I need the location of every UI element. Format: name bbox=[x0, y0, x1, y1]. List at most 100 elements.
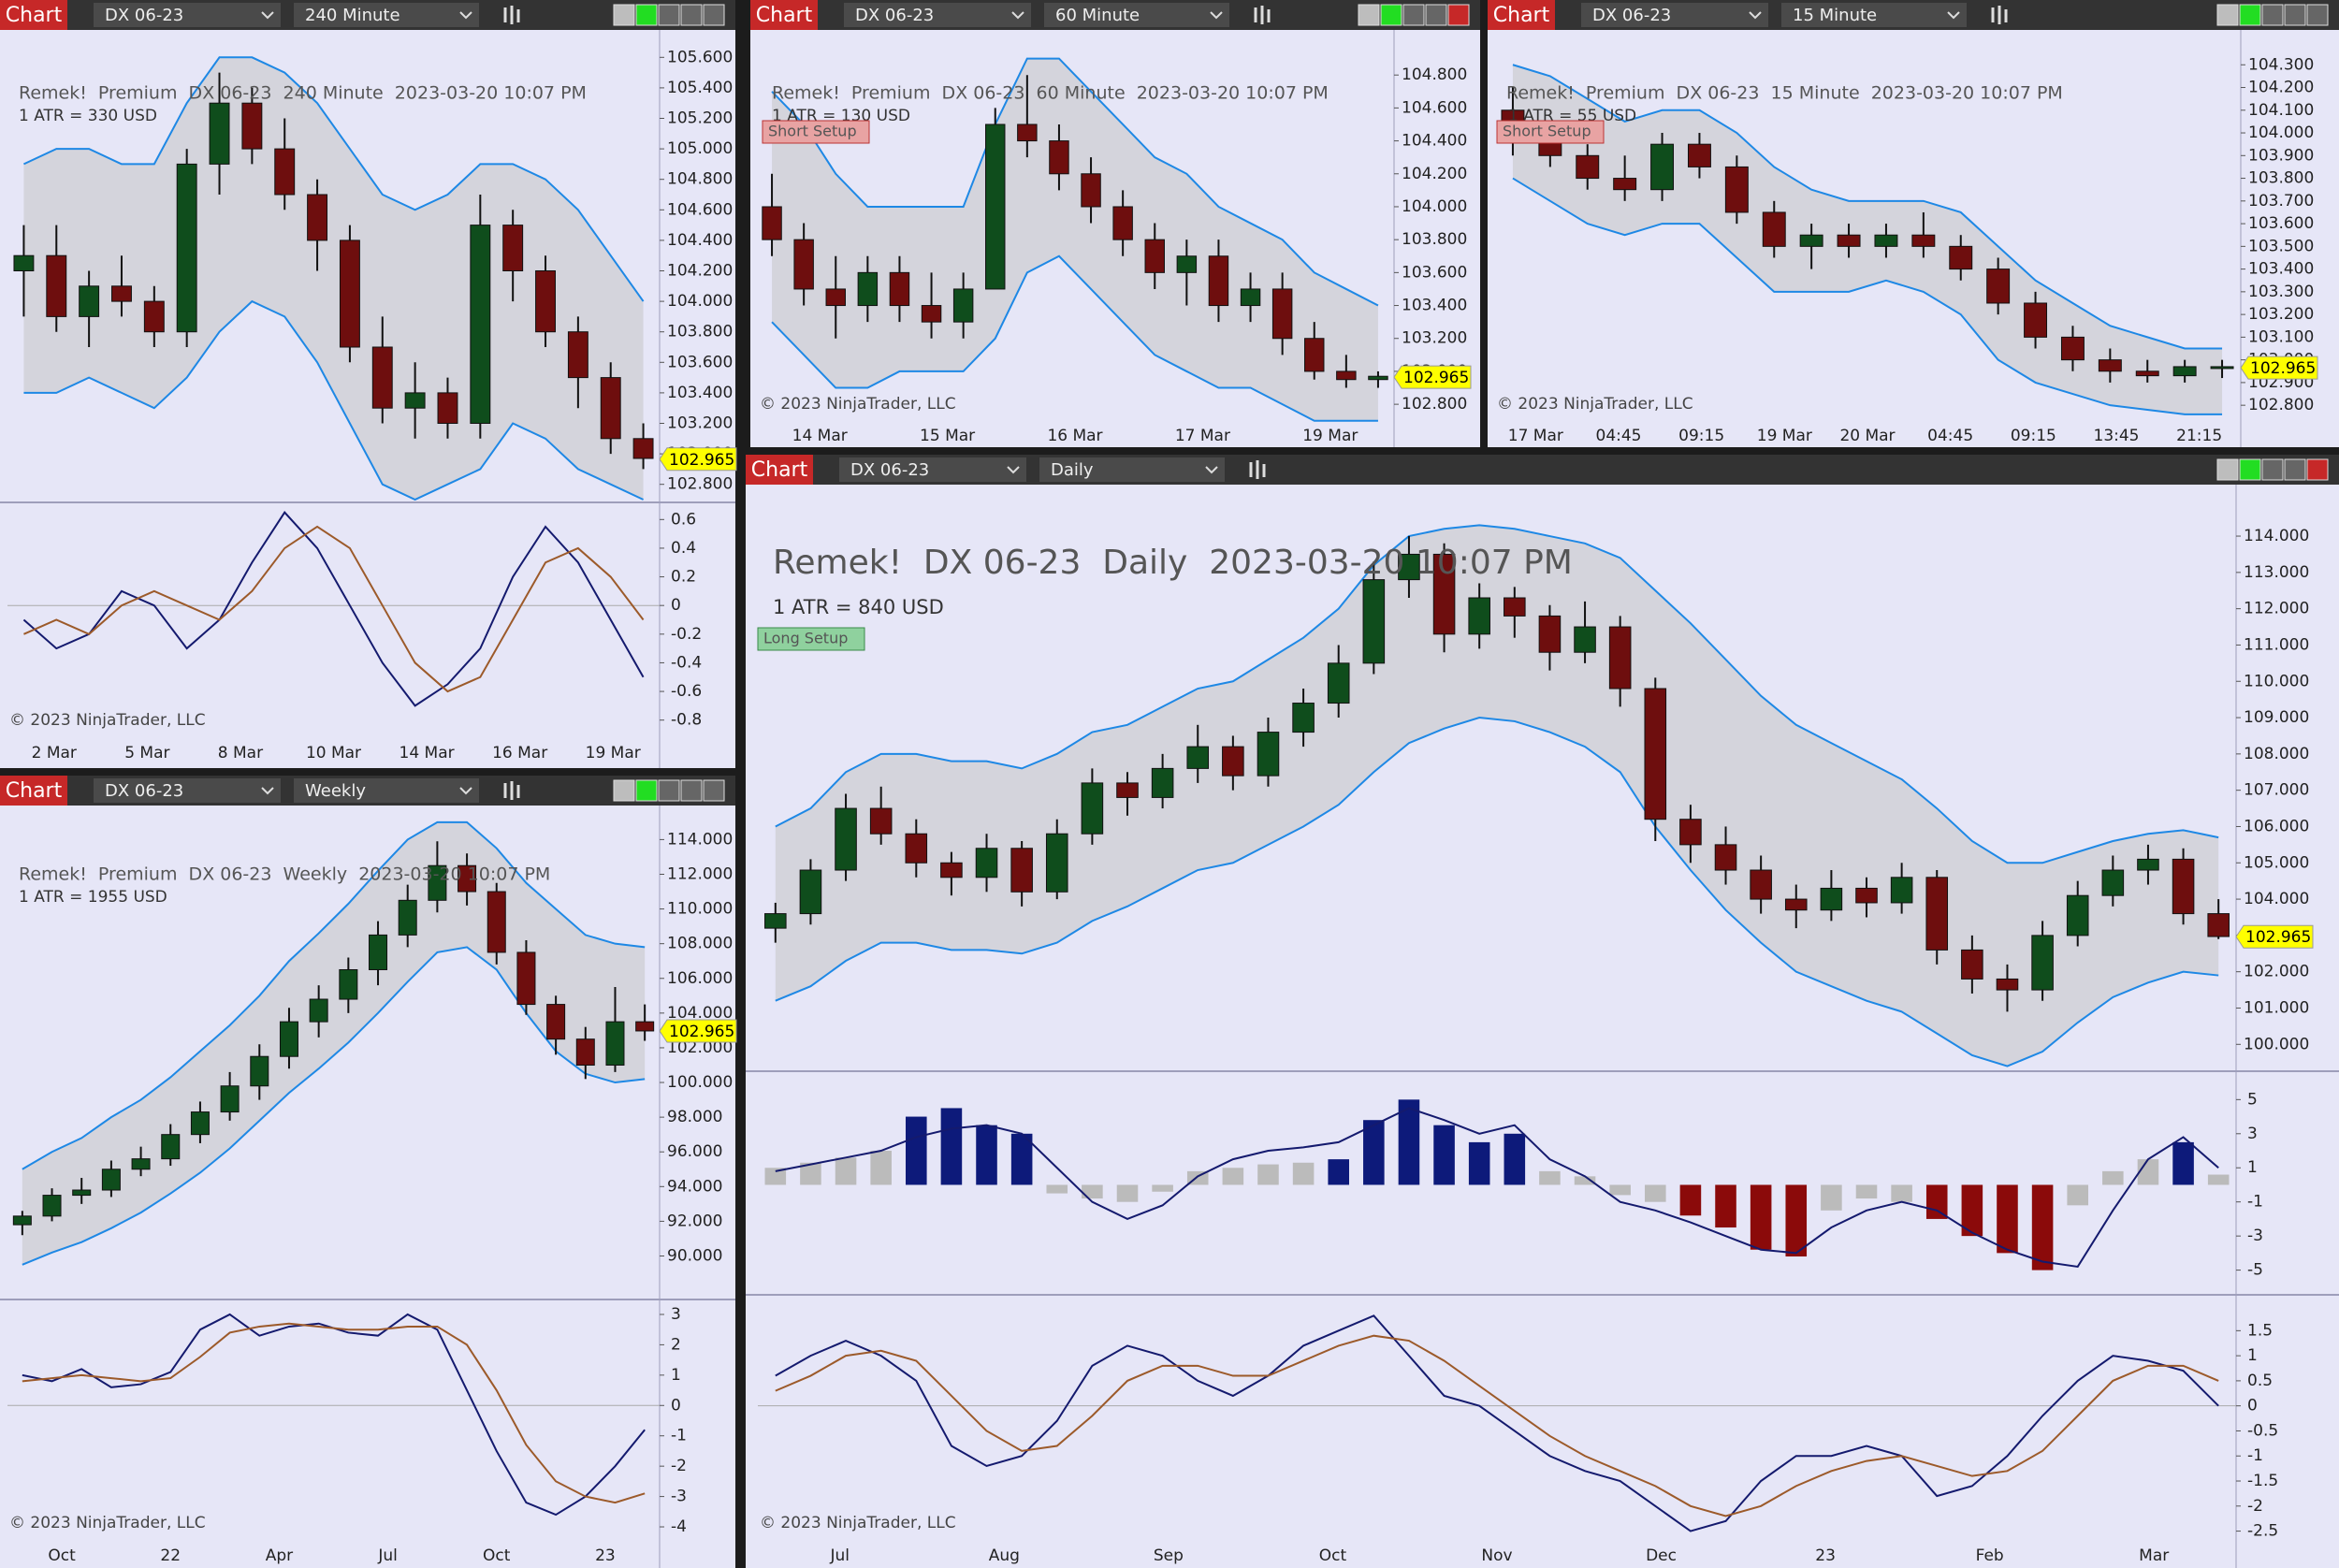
y-tick-label: 102.800 bbox=[2248, 396, 2314, 414]
dropdown-arrow bbox=[459, 11, 472, 20]
window-button[interactable] bbox=[635, 779, 658, 802]
instrument-label: DX 06-23 bbox=[855, 6, 934, 25]
y-tick-label: 104.000 bbox=[2248, 123, 2314, 142]
candle-body bbox=[575, 1038, 595, 1066]
interval-selector[interactable] bbox=[294, 3, 479, 27]
window-button[interactable] bbox=[703, 779, 725, 802]
band-lower bbox=[1512, 177, 2223, 415]
y-tick-label: 103.900 bbox=[2248, 146, 2314, 165]
window-button[interactable] bbox=[2216, 458, 2239, 481]
candle-body bbox=[835, 807, 857, 871]
dropdown-arrow bbox=[1947, 11, 1960, 20]
window-button[interactable] bbox=[2239, 458, 2261, 481]
setup-badge bbox=[757, 627, 865, 651]
last-price-tag bbox=[2235, 924, 2314, 949]
interval-selector[interactable] bbox=[1039, 457, 1225, 482]
y-tick-label: -0.4 bbox=[671, 653, 702, 672]
y-tick-label: 108.000 bbox=[2244, 745, 2309, 763]
y-tick-label: 114.000 bbox=[667, 830, 733, 849]
window-button[interactable] bbox=[1425, 4, 1447, 26]
histogram-bar bbox=[2172, 1141, 2194, 1185]
y-tick-label: 104.400 bbox=[1402, 132, 1467, 151]
chart-title: Remek! Premium DX 06-23 60 Minute 2023-0… bbox=[772, 83, 1329, 104]
chart-title: Remek! Premium DX 06-23 240 Minute 2023-… bbox=[19, 83, 587, 104]
y-tick-label: 107.000 bbox=[2244, 781, 2309, 800]
bar-style-icon[interactable] bbox=[1254, 6, 1271, 24]
candle-body bbox=[1576, 154, 1600, 180]
instrument-selector[interactable] bbox=[844, 3, 1031, 27]
chart-tab-label: Chart bbox=[756, 4, 813, 27]
band-upper bbox=[771, 57, 1379, 307]
window-button[interactable] bbox=[658, 4, 680, 26]
y-tick-label: 1 bbox=[671, 1366, 681, 1385]
instrument-selector[interactable] bbox=[839, 457, 1026, 482]
candle-body bbox=[487, 891, 506, 953]
y-tick-label: -5 bbox=[2247, 1261, 2263, 1280]
chart-tab[interactable] bbox=[750, 0, 818, 30]
instrument-selector[interactable] bbox=[94, 3, 281, 27]
window-button[interactable] bbox=[703, 4, 725, 26]
window-button[interactable] bbox=[1380, 4, 1402, 26]
bar-style-icon[interactable] bbox=[503, 781, 520, 800]
candle-body bbox=[1271, 288, 1293, 340]
band-lower bbox=[771, 254, 1378, 422]
window-button[interactable] bbox=[2284, 458, 2306, 481]
band-lower bbox=[22, 946, 646, 1266]
candle-body bbox=[2060, 336, 2085, 361]
window-button[interactable] bbox=[2261, 458, 2284, 481]
window-button[interactable] bbox=[2261, 4, 2284, 26]
x-tick-label: Jul bbox=[377, 1546, 398, 1565]
y-tick-label: 103.500 bbox=[2248, 237, 2314, 255]
interval-label: 60 Minute bbox=[1055, 6, 1140, 25]
bar-style-icon[interactable] bbox=[1991, 6, 2008, 24]
window-button[interactable] bbox=[2306, 4, 2329, 26]
interval-selector[interactable] bbox=[294, 778, 479, 803]
y-tick-label: 0.5 bbox=[2247, 1372, 2273, 1390]
candle-body bbox=[1799, 234, 1823, 247]
interval-label: Weekly bbox=[305, 781, 366, 801]
chart-tab[interactable] bbox=[0, 0, 67, 30]
y-tick-label: 109.000 bbox=[2244, 708, 2309, 727]
window-button[interactable] bbox=[2216, 4, 2239, 26]
bar-style-icon[interactable] bbox=[1249, 460, 1266, 479]
candle-body bbox=[1368, 375, 1388, 381]
candle-body bbox=[2207, 913, 2230, 937]
x-tick-label: 04:45 bbox=[1927, 427, 1973, 445]
window-button[interactable] bbox=[1402, 4, 1425, 26]
window-button[interactable] bbox=[2306, 458, 2329, 481]
interval-selector[interactable] bbox=[1781, 3, 1967, 27]
candle-body bbox=[1687, 143, 1711, 167]
window-button[interactable] bbox=[1358, 4, 1380, 26]
interval-selector[interactable] bbox=[1044, 3, 1229, 27]
window-button[interactable] bbox=[635, 4, 658, 26]
bar-style-icon[interactable] bbox=[503, 6, 520, 24]
x-tick-label: Jul bbox=[830, 1546, 850, 1565]
candle-body bbox=[398, 899, 417, 936]
x-tick-label: 19 Mar bbox=[1757, 427, 1812, 445]
y-tick-label: 110.000 bbox=[2244, 672, 2309, 690]
instrument-selector[interactable] bbox=[94, 778, 281, 803]
window-button[interactable] bbox=[613, 4, 635, 26]
candle-body bbox=[101, 1169, 121, 1191]
candle-body bbox=[1608, 626, 1632, 690]
y-tick-label: 114.000 bbox=[2244, 527, 2309, 545]
window-button[interactable] bbox=[680, 4, 703, 26]
dropdown-arrow bbox=[1210, 11, 1223, 20]
window-button[interactable] bbox=[2239, 4, 2261, 26]
instrument-selector[interactable] bbox=[1581, 3, 1768, 27]
histogram-bar bbox=[2067, 1184, 2088, 1206]
histogram-bar bbox=[1821, 1184, 1842, 1211]
window-button[interactable] bbox=[2284, 4, 2306, 26]
y-tick-label: 104.600 bbox=[667, 200, 733, 219]
chart-tab[interactable] bbox=[746, 455, 813, 485]
window-button[interactable] bbox=[658, 779, 680, 802]
x-tick-label: 14 Mar bbox=[400, 744, 455, 762]
window-button[interactable] bbox=[613, 779, 635, 802]
candle-body bbox=[307, 194, 328, 241]
chart-tab[interactable] bbox=[1488, 0, 1555, 30]
window-button[interactable] bbox=[680, 779, 703, 802]
y-tick-label: 1.5 bbox=[2247, 1321, 2273, 1340]
window-button[interactable] bbox=[1447, 4, 1470, 26]
histogram-bar bbox=[1046, 1184, 1068, 1194]
chart-tab[interactable] bbox=[0, 776, 67, 806]
